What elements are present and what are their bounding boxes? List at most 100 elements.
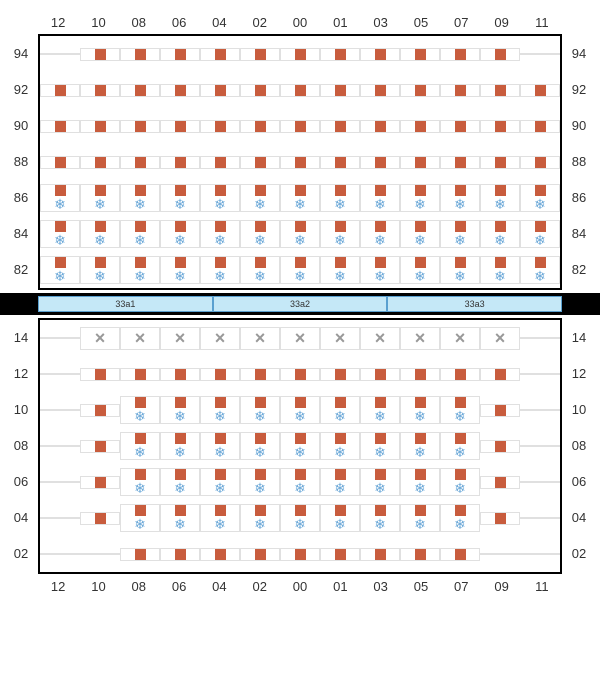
slot-cell[interactable]	[80, 48, 120, 61]
slot-cell[interactable]	[520, 517, 560, 519]
slot-cell[interactable]: ×	[120, 327, 160, 350]
slot-cell[interactable]	[520, 481, 560, 483]
slot-cell[interactable]	[240, 84, 280, 97]
slot-cell[interactable]	[80, 156, 120, 169]
slot-cell[interactable]	[400, 368, 440, 381]
slot-cell[interactable]	[480, 368, 520, 381]
slot-cell[interactable]	[480, 476, 520, 489]
slot-cell[interactable]: ❄	[360, 220, 400, 248]
slot-cell[interactable]	[120, 120, 160, 133]
slot-cell[interactable]	[160, 120, 200, 133]
slot-cell[interactable]: ❄	[400, 184, 440, 212]
slot-cell[interactable]: ❄	[280, 396, 320, 424]
slot-cell[interactable]: ❄	[200, 432, 240, 460]
slot-cell[interactable]	[480, 404, 520, 417]
slot-cell[interactable]	[480, 512, 520, 525]
slot-cell[interactable]: ×	[160, 327, 200, 350]
slot-cell[interactable]	[480, 440, 520, 453]
slot-cell[interactable]	[320, 368, 360, 381]
slot-cell[interactable]	[80, 440, 120, 453]
slot-cell[interactable]: ❄	[120, 220, 160, 248]
slot-cell[interactable]: ❄	[40, 220, 80, 248]
slot-cell[interactable]: ❄	[160, 468, 200, 496]
slot-cell[interactable]	[440, 156, 480, 169]
slot-cell[interactable]: ❄	[360, 468, 400, 496]
slot-cell[interactable]	[360, 84, 400, 97]
slot-cell[interactable]	[360, 368, 400, 381]
slot-cell[interactable]: ❄	[240, 256, 280, 284]
slot-cell[interactable]: ❄	[240, 220, 280, 248]
slot-cell[interactable]	[520, 156, 560, 169]
slot-cell[interactable]: ❄	[400, 396, 440, 424]
slot-cell[interactable]	[440, 48, 480, 61]
slot-cell[interactable]: ×	[440, 327, 480, 350]
slot-cell[interactable]	[160, 84, 200, 97]
slot-cell[interactable]: ❄	[120, 396, 160, 424]
slot-cell[interactable]	[120, 548, 160, 561]
slot-cell[interactable]: ❄	[320, 468, 360, 496]
slot-cell[interactable]: ❄	[160, 220, 200, 248]
slot-cell[interactable]	[80, 512, 120, 525]
slot-cell[interactable]: ×	[240, 327, 280, 350]
slot-cell[interactable]: ❄	[320, 396, 360, 424]
slot-cell[interactable]	[400, 84, 440, 97]
slot-cell[interactable]: ❄	[160, 396, 200, 424]
slot-cell[interactable]: ❄	[40, 184, 80, 212]
slot-cell[interactable]: ❄	[280, 184, 320, 212]
slot-cell[interactable]: ❄	[240, 432, 280, 460]
slot-cell[interactable]: ❄	[440, 468, 480, 496]
slot-cell[interactable]	[40, 517, 80, 519]
slot-cell[interactable]: ❄	[200, 184, 240, 212]
slot-cell[interactable]: ×	[480, 327, 520, 350]
slot-cell[interactable]	[80, 553, 120, 555]
slot-cell[interactable]: ❄	[320, 256, 360, 284]
slot-cell[interactable]: ❄	[120, 504, 160, 532]
strip-segment[interactable]: 33a3	[387, 296, 562, 312]
slot-cell[interactable]: ❄	[400, 220, 440, 248]
slot-cell[interactable]: ❄	[440, 504, 480, 532]
slot-cell[interactable]	[280, 156, 320, 169]
slot-cell[interactable]: ❄	[120, 256, 160, 284]
slot-cell[interactable]: ❄	[520, 184, 560, 212]
slot-cell[interactable]	[280, 368, 320, 381]
slot-cell[interactable]	[360, 120, 400, 133]
slot-cell[interactable]	[200, 48, 240, 61]
slot-cell[interactable]: ❄	[40, 256, 80, 284]
slot-cell[interactable]	[520, 553, 560, 555]
slot-cell[interactable]: ❄	[400, 504, 440, 532]
slot-cell[interactable]	[40, 409, 80, 411]
slot-cell[interactable]	[280, 48, 320, 61]
slot-cell[interactable]	[240, 548, 280, 561]
slot-cell[interactable]	[200, 120, 240, 133]
slot-cell[interactable]	[120, 84, 160, 97]
slot-cell[interactable]: ❄	[160, 256, 200, 284]
slot-cell[interactable]: ❄	[280, 504, 320, 532]
slot-cell[interactable]	[40, 156, 80, 169]
slot-cell[interactable]: ❄	[400, 432, 440, 460]
slot-cell[interactable]: ❄	[360, 504, 400, 532]
slot-cell[interactable]	[480, 553, 520, 555]
slot-cell[interactable]: ❄	[200, 396, 240, 424]
slot-cell[interactable]: ❄	[440, 184, 480, 212]
slot-cell[interactable]: ❄	[440, 432, 480, 460]
slot-cell[interactable]	[40, 84, 80, 97]
slot-cell[interactable]	[320, 120, 360, 133]
slot-cell[interactable]	[120, 48, 160, 61]
slot-cell[interactable]	[520, 373, 560, 375]
slot-cell[interactable]: ❄	[200, 468, 240, 496]
slot-cell[interactable]: ❄	[440, 220, 480, 248]
slot-cell[interactable]	[440, 368, 480, 381]
slot-cell[interactable]	[160, 156, 200, 169]
slot-cell[interactable]	[120, 156, 160, 169]
slot-cell[interactable]	[320, 156, 360, 169]
slot-cell[interactable]: ❄	[80, 256, 120, 284]
slot-cell[interactable]: ❄	[440, 396, 480, 424]
slot-cell[interactable]	[360, 48, 400, 61]
slot-cell[interactable]: ❄	[240, 396, 280, 424]
slot-cell[interactable]	[400, 156, 440, 169]
slot-cell[interactable]	[400, 48, 440, 61]
slot-cell[interactable]: ❄	[360, 396, 400, 424]
slot-cell[interactable]: ❄	[280, 256, 320, 284]
slot-cell[interactable]	[240, 48, 280, 61]
slot-cell[interactable]	[400, 548, 440, 561]
